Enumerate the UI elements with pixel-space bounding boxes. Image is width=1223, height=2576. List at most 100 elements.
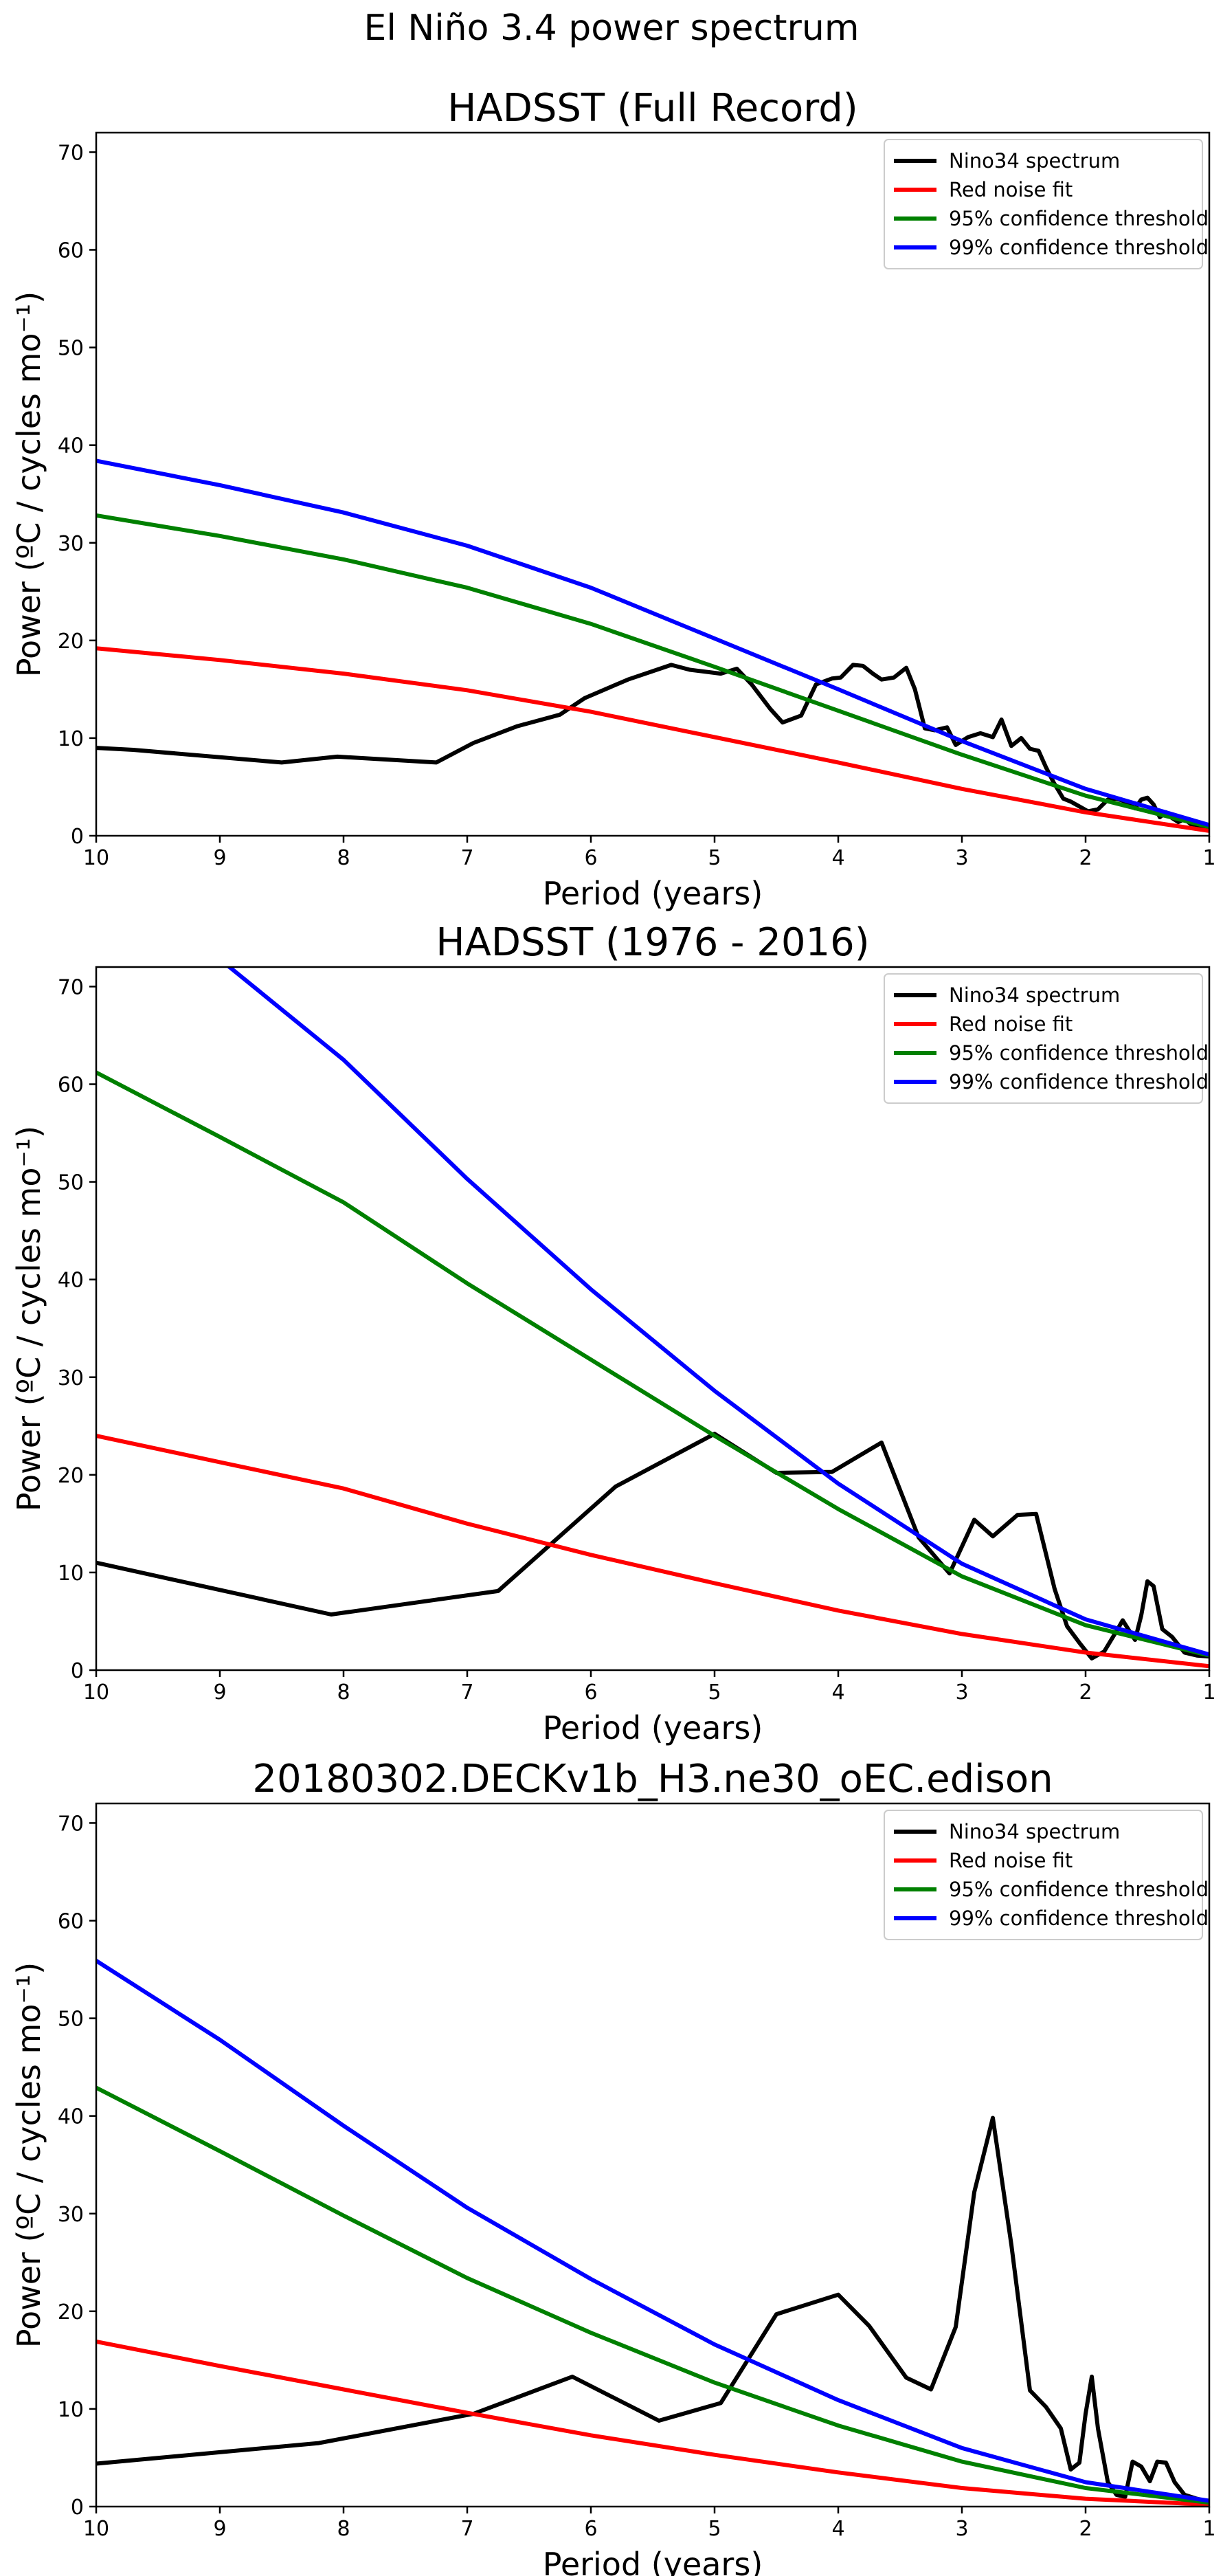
chart-panel-1: HADSST (Full Record)10 9 8 7 6 5 4 3 2 1010203040… xyxy=(10,86,1216,912)
y-tick-label: 70 xyxy=(58,975,84,999)
y-tick-label: 0 xyxy=(71,2496,84,2520)
x-tick-label: 2 xyxy=(1079,846,1092,870)
x-tick-label: 6 xyxy=(584,2517,597,2541)
chart-title: 20180302.DECKv1b_H3.ne30_oEC.edison xyxy=(252,1757,1053,1801)
legend-label: Nino34 spectrum xyxy=(949,149,1120,173)
legend-label: 99% confidence threshold xyxy=(949,236,1209,259)
x-tick-label: 9 xyxy=(213,1680,226,1705)
legend-label: Nino34 spectrum xyxy=(949,1820,1120,1843)
y-axis-label: Power (ºC / cycles mo⁻¹) xyxy=(10,1962,47,2348)
x-tick-label: 7 xyxy=(460,2517,473,2541)
x-tick-label: 4 xyxy=(831,2517,844,2541)
y-tick-label: 40 xyxy=(58,2105,84,2129)
legend: Nino34 spectrum Red noise fit 95% confiden… xyxy=(884,139,1209,269)
x-tick-label: 3 xyxy=(955,2517,968,2541)
y-tick-label: 0 xyxy=(71,825,84,849)
legend-label: 99% confidence threshold xyxy=(949,1070,1209,1093)
legend-label: 95% confidence threshold xyxy=(949,207,1209,230)
x-tick-label: 10 xyxy=(83,1680,109,1705)
plot-frame xyxy=(95,966,1211,1672)
legend-label: Red noise fit xyxy=(949,1012,1073,1036)
legend-box xyxy=(884,973,1203,1104)
x-tick-label: 2 xyxy=(1079,2517,1092,2541)
plot-frame xyxy=(95,131,1211,837)
x-tick-label: 1 xyxy=(1202,1680,1215,1705)
plot-frame xyxy=(95,1802,1211,2508)
x-tick-label: 5 xyxy=(708,1680,721,1705)
x-tick-label: 8 xyxy=(337,2517,350,2541)
y-tick-label: 60 xyxy=(58,1910,84,1934)
x-tick-label: 2 xyxy=(1079,1680,1092,1705)
x-tick-label: 5 xyxy=(708,2517,721,2541)
series-line-95-confidence-threshold xyxy=(96,513,1209,830)
y-tick-label: 20 xyxy=(58,630,84,654)
x-tick-label: 3 xyxy=(955,1680,968,1705)
x-tick-label: 5 xyxy=(708,846,721,870)
y-tick-label: 60 xyxy=(58,239,84,263)
x-tick-label: 8 xyxy=(337,1680,350,1705)
y-tick-label: 10 xyxy=(58,1562,84,1586)
y-tick-label: 10 xyxy=(58,727,84,751)
series-line-nino34-spectrum xyxy=(96,663,1209,830)
figure-title: El Niño 3.4 power spectrum xyxy=(363,8,859,49)
series-group xyxy=(96,458,1209,833)
series-line-95-confidence-threshold xyxy=(96,1070,1209,1658)
x-axis-label: Period (years) xyxy=(543,2546,763,2576)
y-axis-label: Power (ºC / cycles mo⁻¹) xyxy=(10,1126,47,1511)
x-axis-label: Period (years) xyxy=(543,875,763,912)
chart-panel-2: HADSST (1976 - 2016)10 9 8 7 6 5 4 3 2 1010203040… xyxy=(10,920,1216,1746)
legend-label: Red noise fit xyxy=(949,178,1073,201)
y-tick-label: 40 xyxy=(58,1269,84,1293)
series-line-99-confidence-threshold xyxy=(226,967,1209,1657)
series-line-95-confidence-threshold xyxy=(96,2085,1209,2505)
y-tick-label: 50 xyxy=(58,1171,84,1195)
y-tick-label: 70 xyxy=(58,141,84,165)
series-line-99-confidence-threshold xyxy=(96,458,1209,828)
x-tick-label: 10 xyxy=(83,2517,109,2541)
x-tick-label: 4 xyxy=(831,846,844,870)
y-tick-label: 20 xyxy=(58,2300,84,2324)
legend-label: 95% confidence threshold xyxy=(949,1041,1209,1065)
legend-box xyxy=(884,139,1203,269)
x-tick-label: 1 xyxy=(1202,2517,1215,2541)
y-tick-label: 40 xyxy=(58,434,84,458)
y-tick-label: 30 xyxy=(58,1366,84,1390)
y-tick-label: 10 xyxy=(58,2398,84,2422)
legend-label: Red noise fit xyxy=(949,1849,1073,1872)
x-tick-label: 7 xyxy=(460,846,473,870)
y-tick-label: 70 xyxy=(58,1812,84,1836)
y-tick-label: 30 xyxy=(58,532,84,556)
y-tick-label: 50 xyxy=(58,2008,84,2032)
y-tick-label: 20 xyxy=(58,1464,84,1488)
legend: Nino34 spectrum Red noise fit 95% confiden… xyxy=(884,1810,1209,1940)
chart-title: HADSST (1976 - 2016) xyxy=(436,920,869,965)
x-tick-label: 3 xyxy=(955,846,968,870)
x-axis-label: Period (years) xyxy=(543,1709,763,1746)
y-tick-label: 60 xyxy=(58,1074,84,1098)
series-line-99-confidence-threshold xyxy=(96,1958,1209,2503)
x-tick-label: 8 xyxy=(337,846,350,870)
series-line-nino34-spectrum xyxy=(96,2116,1209,2504)
y-axis-label: Power (ºC / cycles mo⁻¹) xyxy=(10,291,47,677)
chart-panels: HADSST (Full Record)10 9 8 7 6 5 4 3 2 1010203040… xyxy=(10,86,1216,2576)
x-tick-label: 6 xyxy=(584,1680,597,1705)
x-tick-label: 1 xyxy=(1202,846,1215,870)
legend: Nino34 spectrum Red noise fit 95% confiden… xyxy=(884,973,1209,1104)
chart-title: HADSST (Full Record) xyxy=(447,86,857,131)
series-group xyxy=(96,1958,1209,2507)
series-line-red-noise-fit xyxy=(96,2339,1209,2507)
x-tick-label: 6 xyxy=(584,846,597,870)
series-line-red-noise-fit xyxy=(96,646,1209,833)
y-tick-label: 30 xyxy=(58,2203,84,2227)
series-line-red-noise-fit xyxy=(96,1434,1209,1669)
x-tick-label: 10 xyxy=(83,846,109,870)
x-tick-label: 9 xyxy=(213,2517,226,2541)
legend-label: 99% confidence threshold xyxy=(949,1907,1209,1930)
legend-box xyxy=(884,1810,1203,1940)
x-tick-label: 7 xyxy=(460,1680,473,1705)
x-tick-label: 4 xyxy=(831,1680,844,1705)
y-tick-label: 50 xyxy=(58,337,84,361)
